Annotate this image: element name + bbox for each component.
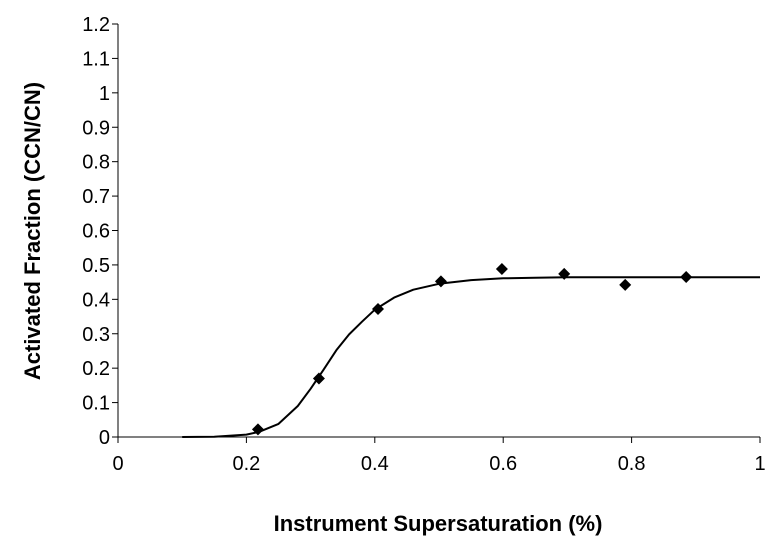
y-tick-label: 1.2 (82, 14, 110, 36)
x-tick-label: 0.6 (489, 453, 517, 475)
y-tick-label: 0.4 (82, 289, 110, 311)
data-point (434, 275, 447, 288)
data-point (558, 267, 571, 280)
y-tick-label: 0.3 (82, 324, 110, 346)
y-axis-ticks: 0 0.1 0.2 0.3 0.4 0.5 0.6 0.7 0.8 0.9 1 1.1 1.2 (82, 14, 118, 449)
x-tick-label: 0.4 (361, 453, 389, 475)
axes (117, 24, 760, 438)
x-axis-ticks: 0 0.2 0.4 0.6 0.8 1 (112, 437, 766, 475)
y-tick-label: 0.6 (82, 221, 110, 243)
y-tick-label: 0 (99, 427, 110, 449)
data-point (251, 423, 264, 436)
y-tick-label: 0.2 (82, 358, 110, 380)
y-tick-label: 0.7 (82, 186, 110, 208)
x-tick-label: 0.8 (618, 453, 646, 475)
y-tick-label: 1 (99, 83, 110, 105)
y-tick-label: 0.5 (82, 255, 110, 277)
plot-area (182, 263, 760, 438)
x-axis-title: Instrument Supersaturation (%) (274, 511, 603, 536)
y-tick-label: 0.9 (82, 117, 110, 139)
x-tick-label: 1 (754, 453, 765, 475)
data-point (312, 372, 325, 385)
data-point (372, 302, 385, 315)
data-point (495, 263, 508, 276)
y-tick-label: 0.8 (82, 152, 110, 174)
data-point (619, 278, 632, 291)
y-tick-label: 1.1 (82, 48, 110, 70)
fit-curve (182, 276, 760, 438)
y-tick-label: 0.1 (82, 393, 110, 415)
y-axis-title: Activated Fraction (CCN/CN) (20, 82, 45, 380)
x-tick-label: 0 (112, 453, 123, 475)
data-point (680, 270, 693, 283)
x-tick-label: 0.2 (232, 453, 260, 475)
